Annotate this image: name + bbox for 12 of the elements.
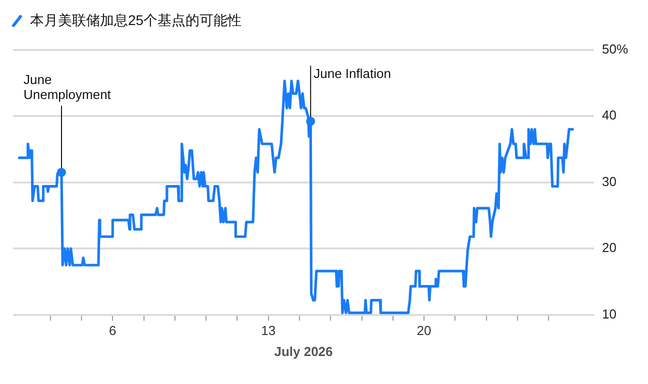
annotation: June Inflation — [314, 66, 391, 81]
annotation: June Unemployment — [23, 72, 112, 102]
y-tick-label: 10 — [602, 306, 616, 322]
y-tick-label: 30 — [602, 174, 616, 189]
x-axis-title: July 2026 — [274, 344, 333, 359]
chart-title: 本月美联储加息25个基点的可能性 — [30, 12, 242, 30]
x-tick-label: 20 — [416, 323, 432, 338]
y-tick-label: 40 — [602, 108, 616, 123]
y-tick-label: 50% — [602, 41, 628, 56]
y-tick-label: 20 — [602, 240, 616, 256]
x-tick-label: 13 — [261, 323, 276, 338]
x-tick-label: 6 — [109, 323, 116, 338]
